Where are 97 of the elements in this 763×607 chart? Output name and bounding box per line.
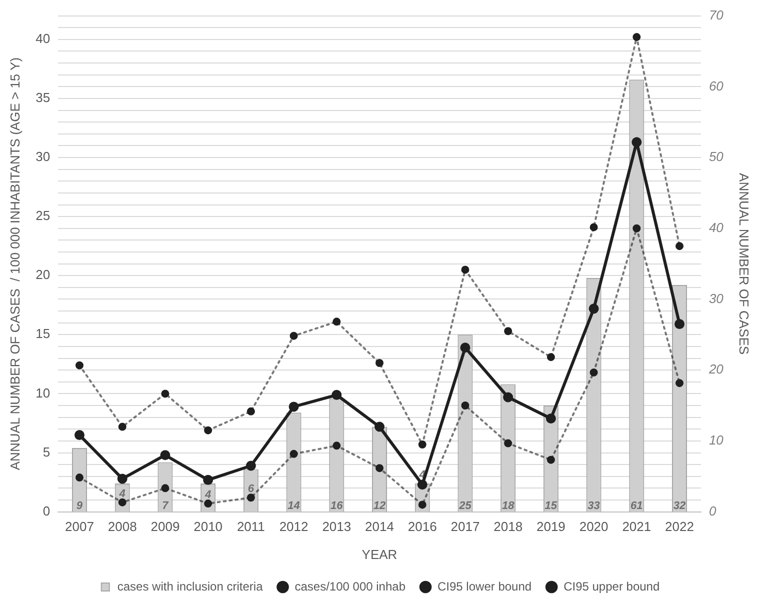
point bbox=[461, 266, 470, 274]
data-label: 6 bbox=[248, 482, 255, 495]
x-tick-label: 2016 bbox=[408, 519, 437, 534]
y-tick-label: 5 bbox=[42, 444, 50, 460]
y2-tick-label: 10 bbox=[708, 432, 724, 448]
point bbox=[288, 402, 299, 412]
point bbox=[590, 368, 598, 376]
point bbox=[632, 33, 641, 42]
x-tick-label: 2010 bbox=[194, 519, 223, 534]
data-label: 9 bbox=[76, 500, 84, 512]
point bbox=[460, 342, 470, 353]
point bbox=[676, 379, 684, 388]
y-tick-label: 20 bbox=[36, 267, 50, 282]
point bbox=[374, 422, 384, 432]
point bbox=[332, 390, 342, 400]
y2-tick-label: 60 bbox=[708, 78, 724, 94]
point bbox=[161, 484, 170, 492]
point bbox=[504, 439, 512, 448]
point bbox=[203, 474, 214, 485]
point bbox=[376, 359, 384, 367]
point bbox=[332, 442, 341, 450]
y-tick-label: 10 bbox=[36, 385, 50, 400]
x-tick-label: 2009 bbox=[150, 519, 180, 534]
data-label: 7 bbox=[162, 500, 170, 512]
x-tick-label: 2012 bbox=[279, 519, 308, 534]
y-axis-title: ANNUAL NUMBER OF CASES / 100 000 INHABITANTS (AGE > 15 Y) bbox=[7, 57, 22, 470]
point bbox=[417, 480, 428, 490]
data-label: 16 bbox=[330, 500, 344, 512]
point bbox=[503, 392, 514, 402]
point bbox=[246, 494, 255, 502]
point bbox=[461, 402, 470, 410]
x-tick-label: 2018 bbox=[494, 519, 523, 534]
y2-axis-title: ANNUAL NUMBER OF CASES bbox=[736, 173, 752, 355]
point bbox=[75, 474, 84, 482]
point bbox=[290, 332, 298, 340]
x-tick-label: 2014 bbox=[365, 519, 394, 534]
y-tick-label: 30 bbox=[36, 149, 50, 164]
x-tick-label: 2020 bbox=[579, 519, 608, 534]
point bbox=[376, 464, 384, 472]
point bbox=[118, 422, 126, 431]
data-label: 18 bbox=[502, 500, 516, 512]
x-tick-label: 2008 bbox=[108, 519, 137, 534]
legend-label: cases with inclusion criteria bbox=[117, 579, 264, 594]
point bbox=[246, 407, 255, 416]
y2-tick-label: 0 bbox=[708, 503, 717, 518]
x-tick-label: 2019 bbox=[536, 519, 566, 534]
y2-tick-label: 50 bbox=[708, 149, 724, 164]
point bbox=[674, 319, 685, 330]
point bbox=[588, 304, 599, 314]
y-tick-label: 25 bbox=[36, 208, 50, 224]
x-tick-label: 2017 bbox=[450, 519, 480, 534]
x-axis-title: YEAR bbox=[362, 546, 398, 562]
point bbox=[160, 450, 170, 460]
y-tick-label: 35 bbox=[36, 90, 50, 106]
point bbox=[75, 361, 84, 370]
data-label: 4 bbox=[118, 488, 126, 500]
legend-label: CI95 upper bound bbox=[564, 579, 660, 594]
x-tick-label: 2007 bbox=[65, 519, 94, 534]
y2-tick-label: 70 bbox=[708, 7, 724, 22]
point bbox=[74, 430, 84, 440]
point bbox=[418, 440, 426, 448]
x-tick-label: 2022 bbox=[665, 519, 694, 534]
data-label: 4 bbox=[204, 488, 212, 501]
point bbox=[546, 414, 556, 424]
point bbox=[418, 500, 426, 509]
y-tick-label: 15 bbox=[36, 326, 50, 342]
y-tick-label: 0 bbox=[42, 503, 50, 518]
point bbox=[546, 353, 555, 362]
data-label: 32 bbox=[673, 500, 686, 512]
data-label: 61 bbox=[630, 500, 643, 512]
point bbox=[504, 327, 512, 336]
point bbox=[117, 474, 128, 484]
point bbox=[290, 450, 298, 458]
point bbox=[632, 224, 641, 232]
y2-tick-label: 30 bbox=[708, 290, 724, 306]
x-tick-label: 2011 bbox=[236, 519, 265, 534]
y2-tick-label: 20 bbox=[708, 362, 724, 377]
data-label: 33 bbox=[588, 500, 600, 512]
y-tick-label: 40 bbox=[36, 30, 50, 46]
legend-label: CI95 lower bound bbox=[438, 579, 532, 594]
y2-tick-label: 40 bbox=[708, 220, 724, 235]
point bbox=[632, 137, 642, 148]
point bbox=[546, 456, 555, 464]
point bbox=[204, 426, 212, 434]
data-label: 25 bbox=[458, 500, 472, 512]
data-label: 14 bbox=[288, 500, 300, 512]
point bbox=[332, 318, 341, 326]
point bbox=[676, 242, 684, 250]
data-label: 12 bbox=[373, 500, 386, 512]
x-tick-label: 2021 bbox=[622, 519, 652, 534]
point bbox=[246, 460, 256, 471]
legend-label: cases/100 000 inhab bbox=[294, 579, 406, 594]
point bbox=[590, 223, 598, 232]
data-label: 15 bbox=[544, 500, 558, 512]
point bbox=[204, 500, 212, 508]
x-tick-label: 2013 bbox=[322, 519, 352, 534]
point bbox=[161, 390, 170, 398]
